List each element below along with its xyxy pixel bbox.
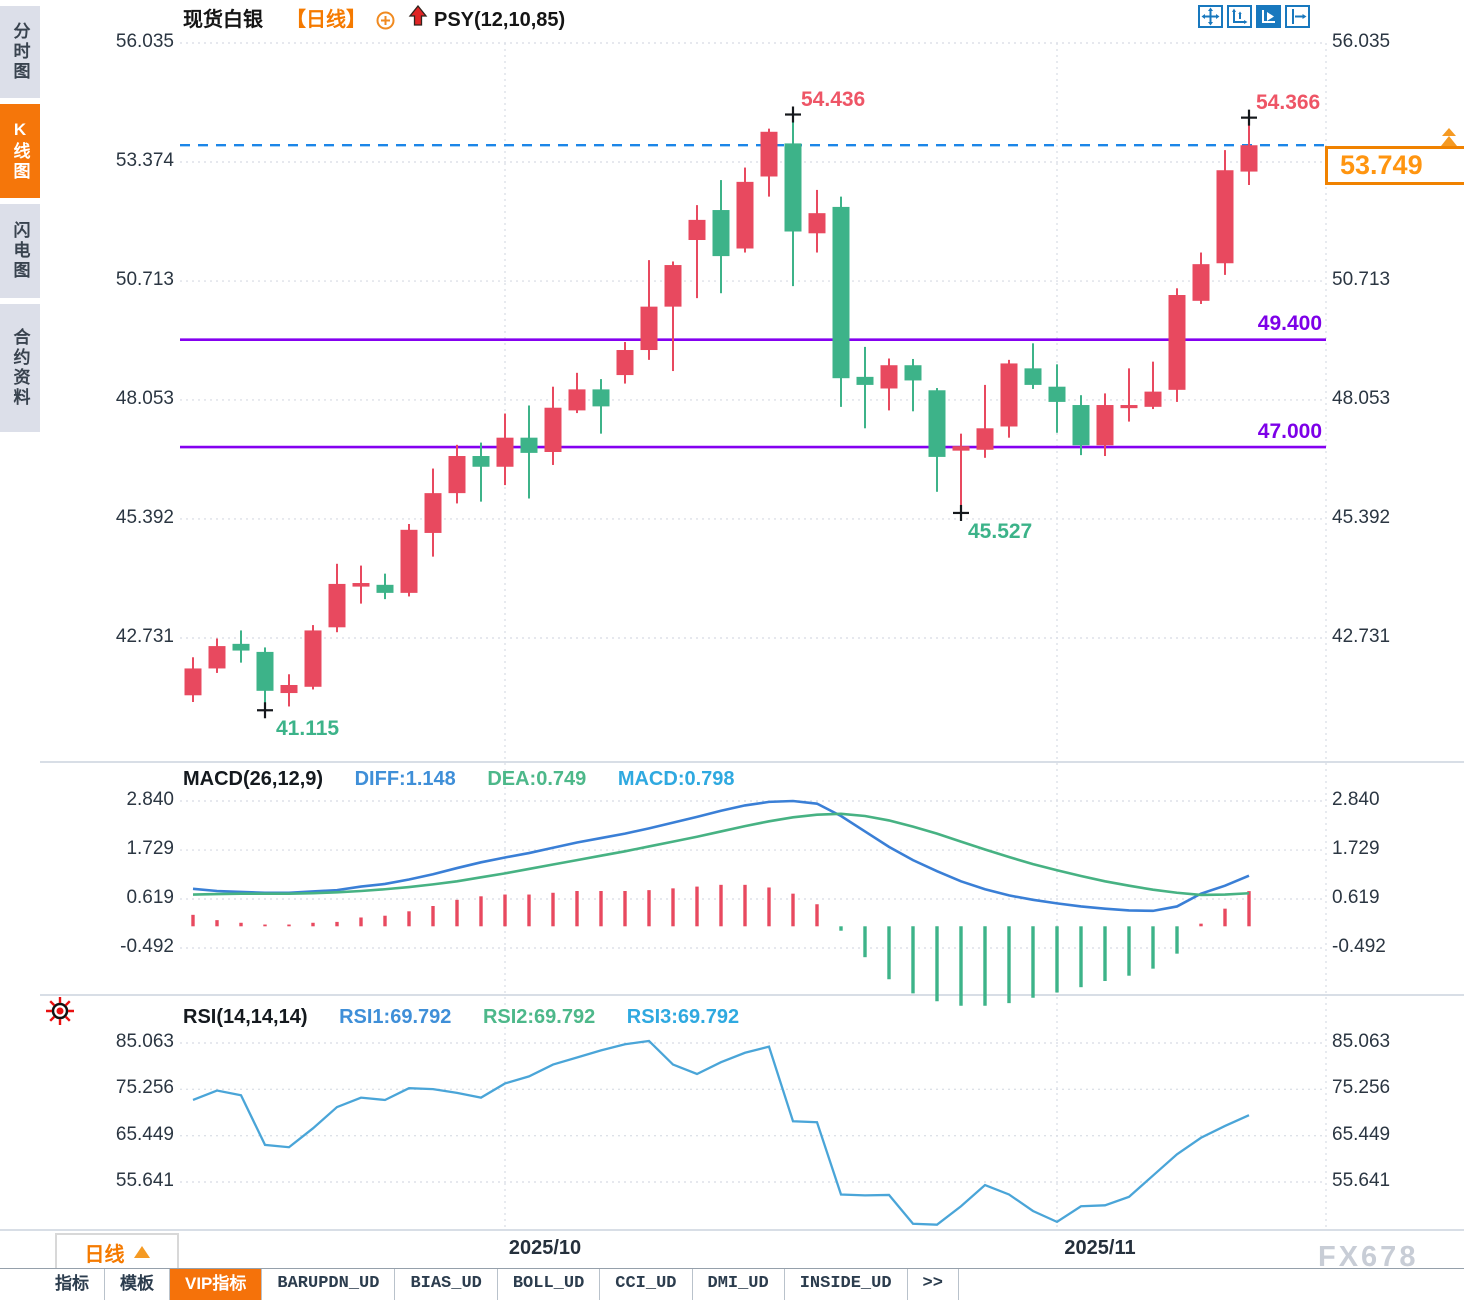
rsi-title: RSI(14,14,14)	[183, 1006, 308, 1028]
y-axis-label: 56.035	[115, 31, 174, 52]
support-line-label-1: 49.400	[1257, 312, 1322, 335]
marked-high-label: 54.436	[801, 88, 866, 111]
sun-icon[interactable]	[44, 995, 76, 1027]
red-up-arrow-icon	[408, 4, 428, 34]
x-axis-label-oct: 2025/10	[508, 1237, 582, 1259]
y-axis-label: 65.449	[1332, 1123, 1391, 1145]
rsi-line	[192, 1039, 1250, 1226]
double-up-arrow-icon	[1438, 127, 1460, 154]
y-axis-label: 75.256	[1332, 1077, 1391, 1099]
y-axis-label: 55.641	[115, 1169, 174, 1191]
y-axis-label: 85.063	[1332, 1031, 1391, 1052]
macd-diff-line	[192, 799, 1250, 913]
symbol-title: 现货白银	[183, 9, 263, 31]
candlestick-series	[184, 114, 1258, 711]
rsi1-value: RSI1:69.792	[339, 1006, 452, 1028]
macd-title: MACD(26,12,9)	[183, 768, 324, 790]
tab-cci-ud[interactable]: CCI_UD	[600, 1269, 693, 1300]
y-axis-label: 65.449	[115, 1123, 174, 1145]
macd-dea-line	[192, 812, 1250, 897]
macd-dea-value: DEA:0.749	[487, 768, 587, 790]
gridlines	[180, 42, 1327, 1230]
tab-inside-ud[interactable]: INSIDE_UD	[785, 1269, 908, 1300]
tab-templates[interactable]: 模板	[105, 1269, 170, 1300]
overlay-indicator-label[interactable]: PSY(12,10,85)	[434, 9, 566, 31]
tab-indicators[interactable]: 指标	[40, 1269, 105, 1300]
y-axis-label: 50.713	[115, 269, 174, 291]
sidebar-tab-contract-info[interactable]: 合约资料	[0, 304, 40, 432]
watermark: FX678	[1318, 1241, 1419, 1273]
y-axis-label: 48.053	[115, 387, 174, 409]
y-axis-label: -0.492	[120, 936, 174, 957]
y-axis-label: 75.256	[115, 1077, 174, 1099]
y-axis-label: 48.053	[1332, 387, 1391, 409]
sidebar-tab-time-chart[interactable]: 分时图	[0, 6, 40, 98]
tab-boll-ud[interactable]: BOLL_UD	[498, 1269, 601, 1300]
tab-more[interactable]: >>	[908, 1269, 959, 1300]
circle-plus-icon[interactable]	[376, 11, 395, 35]
y-axis-label: 42.731	[1332, 625, 1391, 647]
macd-hist-value: MACD:0.798	[617, 768, 735, 790]
y-axis-label: 56.035	[1332, 31, 1391, 52]
go-to-latest-icon[interactable]	[1285, 5, 1310, 28]
latest-high-label: 54.366	[1256, 91, 1321, 114]
y-axis-label: 0.619	[126, 886, 174, 908]
rsi2-value: RSI2:69.792	[482, 1006, 596, 1028]
y-axis-label: 45.392	[115, 506, 174, 528]
secondary-low-label: 45.527	[968, 520, 1033, 543]
y-axis-label: 45.392	[1332, 506, 1391, 528]
tab-vip[interactable]: VIP指标	[170, 1269, 263, 1300]
axis-range-icon[interactable]	[1227, 5, 1252, 28]
y-axis-label: 55.641	[1332, 1169, 1391, 1191]
sidebar-tab-kline-chart[interactable]: K线图	[0, 104, 40, 198]
tab-barupdn-ud[interactable]: BARUPDN_UD	[262, 1269, 396, 1300]
chart-toolbar	[1198, 5, 1310, 28]
support-lines[interactable]	[180, 338, 1326, 449]
x-axis-label-nov: 2025/11	[1064, 1237, 1136, 1259]
y-axis-label: 0.619	[1332, 886, 1380, 908]
period-tag[interactable]: 【日线】	[286, 9, 366, 31]
marked-low-label: 41.115	[276, 717, 340, 740]
y-axis-label: 42.731	[115, 625, 174, 647]
triangle-up-icon	[133, 1246, 150, 1258]
rsi3-value: RSI3:69.792	[626, 1006, 740, 1028]
y-axis-label: 2.840	[126, 789, 174, 810]
y-axis-label: 85.063	[115, 1031, 174, 1052]
crosshair-move-icon[interactable]	[1198, 5, 1223, 28]
period-selector-label: 日线	[84, 1243, 125, 1266]
tab-dmi-ud[interactable]: DMI_UD	[693, 1269, 785, 1300]
y-axis-label: 2.840	[1332, 789, 1380, 810]
panel-separators	[0, 761, 1464, 1231]
macd-header: MACD(26,12,9) DIFF:1.148 DEA:0.749 MACD:…	[183, 768, 761, 791]
left-sidebar: 分时图 K线图 闪电图 合约资料	[0, 0, 40, 1230]
macd-histogram	[191, 884, 1251, 1006]
y-axis-label: 1.729	[1332, 838, 1380, 860]
y-axis-label: -0.492	[1332, 936, 1386, 957]
tab-bias-ud[interactable]: BIAS_UD	[395, 1269, 498, 1300]
period-selector[interactable]: 日线	[55, 1233, 179, 1271]
y-axis-label: 53.374	[115, 150, 174, 171]
y-axis-label: 1.729	[126, 838, 174, 860]
extreme-plus-markers	[257, 106, 1257, 719]
tabbar-corner	[0, 1268, 41, 1300]
auto-scale-icon[interactable]	[1256, 5, 1281, 28]
indicator-tabbar: 指标 模板 VIP指标 BARUPDN_UD BIAS_UD BOLL_UD C…	[40, 1268, 1464, 1300]
sidebar-tab-flash-chart[interactable]: 闪电图	[0, 204, 40, 298]
rsi-header: RSI(14,14,14) RSI1:69.792 RSI2:69.792 RS…	[183, 1006, 765, 1029]
macd-diff-value: DIFF:1.148	[354, 768, 456, 790]
y-axis-label: 50.713	[1332, 269, 1391, 291]
support-line-label-2: 47.000	[1257, 420, 1322, 443]
last-price-box: 53.749	[1325, 146, 1464, 185]
